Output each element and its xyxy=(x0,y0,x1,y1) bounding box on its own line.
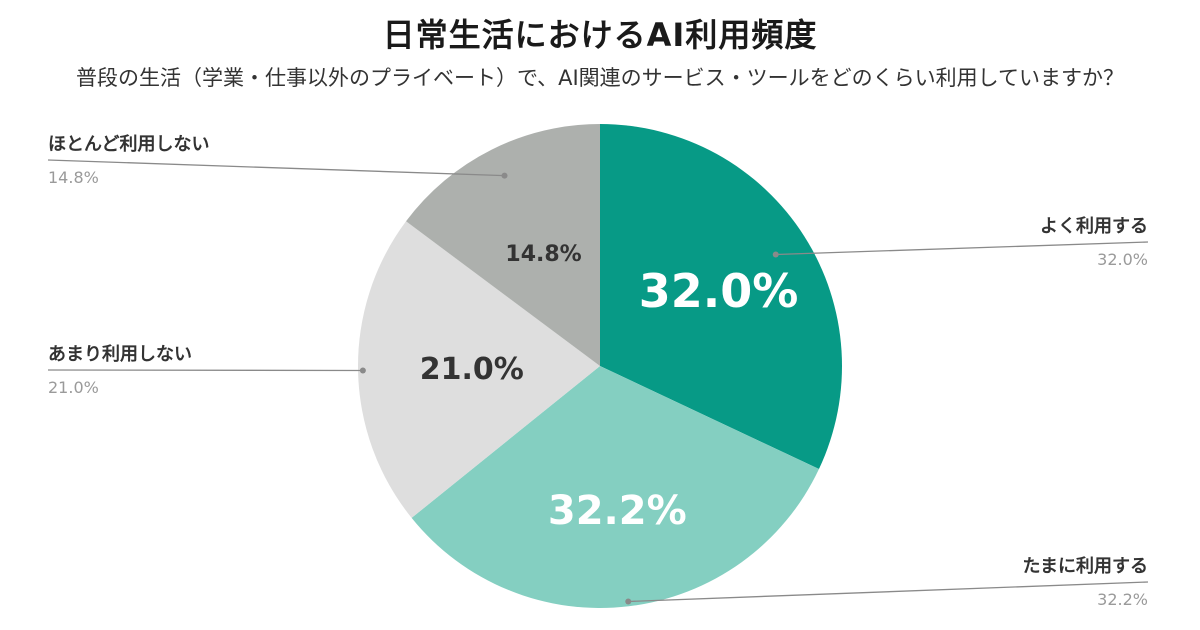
leader-line-4 xyxy=(47,159,505,177)
chart-title: 日常生活におけるAI利用頻度 xyxy=(382,16,818,54)
slice-value-label-4: 14.8% xyxy=(505,242,581,267)
legend-value-2: 32.2% xyxy=(1097,590,1148,609)
pie-slice-4 xyxy=(406,124,600,366)
legend-label-2: たまに利用する xyxy=(1023,555,1148,577)
pie-slice-1 xyxy=(600,124,842,470)
pie-slice-3 xyxy=(358,221,600,518)
slice-value-label-3: 21.0% xyxy=(420,352,524,387)
leader-line-2 xyxy=(628,581,1149,603)
legend-label-4: ほとんど利用しない xyxy=(48,133,209,155)
leader-line-1 xyxy=(775,241,1149,256)
pie-slice-2 xyxy=(411,366,819,608)
slice-value-label-2: 32.2% xyxy=(548,488,687,534)
legend-value-4: 14.8% xyxy=(48,168,99,187)
chart-subtitle: 普段の生活（学業・仕事以外のプライベート）で、AI関連のサービス・ツールをどのく… xyxy=(75,66,1125,90)
legend-label-3: あまり利用しない xyxy=(48,343,192,365)
slice-value-label-1: 32.0% xyxy=(639,264,799,318)
legend-value-1: 32.0% xyxy=(1097,250,1148,269)
legend-value-3: 21.0% xyxy=(48,378,99,397)
legend-label-1: よく利用する xyxy=(1040,215,1148,237)
